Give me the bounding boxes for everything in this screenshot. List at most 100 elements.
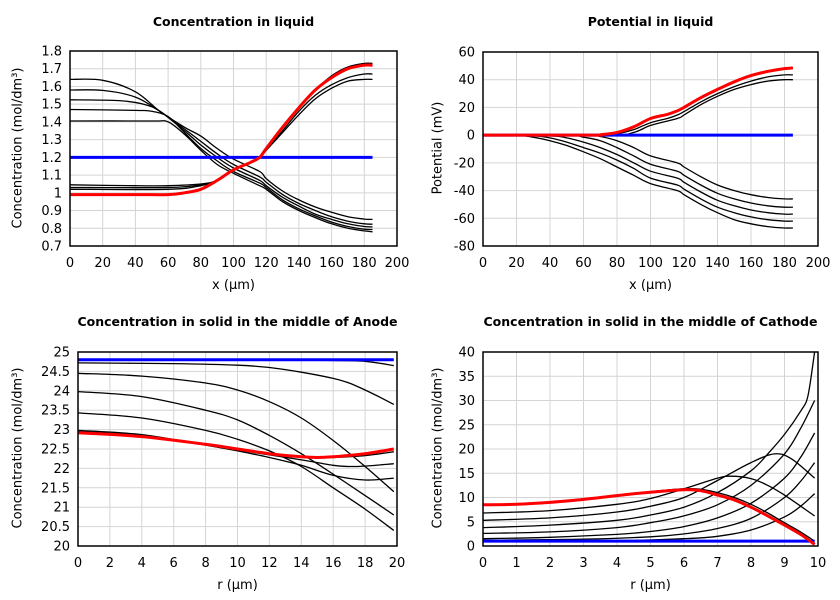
x-tick-label: 1 xyxy=(512,556,520,571)
x-tick-label: 160 xyxy=(739,256,764,271)
chart-cathode-solid-concentration: 0 1 2 3 4 5 6 7 8 9 10 0 5 10 15 20 25 30 35 40 Concentratio… xyxy=(431,314,827,593)
y-tick-label: 15 xyxy=(458,467,475,482)
series-line-black xyxy=(483,453,816,521)
y-tick-label: 1.6 xyxy=(41,80,62,95)
series-line-black xyxy=(483,400,816,535)
x-tick-label: 180 xyxy=(352,256,377,271)
y-axis-label: Concentration (mol/dm³) xyxy=(11,368,26,529)
y-tick-label: 1.3 xyxy=(41,133,62,148)
x-tick-label: 16 xyxy=(325,556,342,571)
y-tick-label: 1.4 xyxy=(41,115,62,130)
chart-liquid-potential: 0 20 40 60 80 100 120 140 160 180 200 -80 -60 -40 -20 0… xyxy=(431,14,831,293)
series-line-black xyxy=(78,412,395,532)
y-tick-label: -20 xyxy=(454,156,475,171)
x-axis-label: r (µm) xyxy=(217,578,258,593)
x-tick-label: 140 xyxy=(286,256,311,271)
x-tick-label: 18 xyxy=(357,556,374,571)
x-tick-label: 200 xyxy=(385,256,410,271)
x-tick-label: 20 xyxy=(94,256,111,271)
x-tick-label: 5 xyxy=(646,556,654,571)
x-tick-label: 2 xyxy=(106,556,114,571)
series-group xyxy=(70,62,373,233)
y-tick-label: 22.5 xyxy=(41,443,70,458)
series-line-black xyxy=(70,99,373,228)
chart-title: Concentration in solid in the middle of … xyxy=(77,314,397,329)
x-tick-label: 9 xyxy=(780,556,788,571)
y-tick-label: 0.7 xyxy=(41,240,62,255)
y-tick-label: 20 xyxy=(53,540,70,555)
x-tick-label: 4 xyxy=(138,556,146,571)
y-tick-label: 1 xyxy=(54,186,62,201)
x-tick-label: 180 xyxy=(772,256,797,271)
series-line-black xyxy=(483,134,793,222)
y-tick-label: 5 xyxy=(467,515,475,530)
series-line-black xyxy=(78,390,395,516)
axes-frame xyxy=(482,351,819,547)
series-line-black xyxy=(483,78,793,136)
x-tick-label: 60 xyxy=(575,256,592,271)
series-group xyxy=(78,358,395,532)
chart-title: Potential in liquid xyxy=(588,14,714,29)
series-group xyxy=(483,352,816,546)
y-tick-label: 10 xyxy=(458,491,475,506)
y-tick-label: 0 xyxy=(467,540,475,555)
x-tick-label: 80 xyxy=(193,256,210,271)
series-line-black xyxy=(70,78,373,221)
series-line-red xyxy=(78,431,395,459)
series-line-black xyxy=(70,120,373,233)
y-tick-label: 0 xyxy=(467,129,475,144)
y-axis-label: Concentration (mol/dm³) xyxy=(11,68,26,229)
chart-title: Concentration in solid in the middle of … xyxy=(484,314,818,329)
x-tick-label: 100 xyxy=(221,256,246,271)
series-line-red xyxy=(483,66,794,137)
x-tick-label: 40 xyxy=(542,256,559,271)
series-line-black xyxy=(483,352,816,529)
x-tick-label: 20 xyxy=(389,556,406,571)
x-tick-label: 2 xyxy=(546,556,554,571)
x-tick-label: 10 xyxy=(229,556,246,571)
y-tick-label: -40 xyxy=(454,184,475,199)
y-tick-label: 40 xyxy=(458,73,475,88)
x-tick-label: 8 xyxy=(201,556,209,571)
y-tick-label: 25 xyxy=(53,346,70,361)
series-line-red xyxy=(70,63,373,197)
x-tick-label: 0 xyxy=(479,256,487,271)
axes-frame xyxy=(482,51,819,247)
y-tick-label: 22 xyxy=(53,462,70,477)
y-tick-label: 24.5 xyxy=(41,365,70,380)
x-tick-label: 0 xyxy=(74,556,82,571)
y-tick-label: 1.2 xyxy=(41,151,62,166)
series-line-black xyxy=(483,432,816,540)
series-group xyxy=(483,66,794,229)
series-line-black xyxy=(70,108,373,231)
y-tick-label: 0.9 xyxy=(41,204,62,219)
x-tick-label: 100 xyxy=(638,256,663,271)
y-tick-label: 60 xyxy=(458,46,475,61)
series-line-black xyxy=(70,89,373,225)
chart-anode-solid-concentration: 0 2 4 6 8 10 12 14 16 18 202020.52121.52222.52323.… xyxy=(11,314,406,593)
y-tick-label: 20 xyxy=(458,443,475,458)
y-tick-label: 1.1 xyxy=(41,169,62,184)
x-tick-label: 6 xyxy=(680,556,688,571)
axes-frame xyxy=(77,351,398,547)
y-tick-label: 20 xyxy=(458,101,475,116)
x-tick-label: 80 xyxy=(609,256,626,271)
y-axis-label: Concentration (mol/dm³) xyxy=(431,368,446,529)
x-tick-label: 160 xyxy=(319,256,344,271)
series-line-red xyxy=(483,488,816,546)
series-line-black xyxy=(483,134,793,229)
series-line-black xyxy=(483,134,793,208)
y-tick-label: 1.7 xyxy=(41,62,62,77)
x-axis-label: x (µm) xyxy=(212,278,255,293)
y-tick-label: 25 xyxy=(458,418,475,433)
x-tick-label: 10 xyxy=(810,556,827,571)
series-line-black xyxy=(483,475,815,517)
x-tick-label: 3 xyxy=(579,556,587,571)
x-tick-label: 40 xyxy=(127,256,144,271)
x-tick-label: 6 xyxy=(170,556,178,571)
series-line-black xyxy=(78,372,395,493)
y-tick-label: 21 xyxy=(53,501,70,516)
x-tick-label: 20 xyxy=(508,256,525,271)
series-line-black xyxy=(483,462,816,541)
